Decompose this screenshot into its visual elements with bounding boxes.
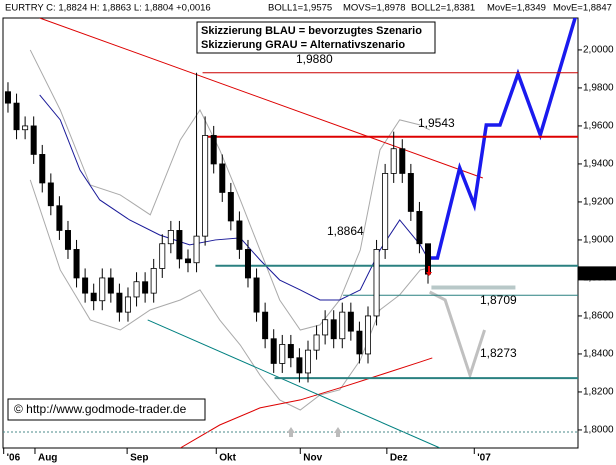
- candle-body: [356, 330, 363, 355]
- price-tag: [578, 266, 616, 281]
- level-label: 1,8864: [327, 224, 364, 238]
- candle-body: [116, 292, 123, 313]
- candle-body: [244, 249, 251, 279]
- candle-body: [219, 163, 226, 193]
- copyright: © http://www.godmode-trader.de: [14, 402, 187, 416]
- candle-body: [296, 357, 303, 374]
- candle-body: [339, 311, 346, 340]
- x-tick-label: Nov: [303, 453, 322, 464]
- candle-body: [99, 277, 106, 302]
- header-text: BOLL2=1,8381: [411, 3, 475, 14]
- header-text: EURTRY C: 1,8824 H: 1,8863 L: 1,8804 +0,…: [5, 3, 211, 14]
- y-tick-label: 1,9400: [583, 159, 614, 170]
- candle-body: [382, 173, 389, 250]
- y-tick-label: 1,8000: [583, 425, 614, 436]
- series-line: [429, 290, 486, 380]
- candle-body: [56, 205, 63, 231]
- candle-body: [47, 182, 54, 207]
- y-tick-label: 1,9000: [583, 235, 614, 246]
- series-line: [147, 319, 441, 448]
- candle-body: [30, 125, 37, 155]
- candle-body: [133, 281, 140, 298]
- candle-body: [347, 311, 354, 332]
- y-tick-label: 1,9800: [583, 83, 614, 94]
- x-tick-label: Okt: [219, 453, 236, 464]
- y-tick-label: 1,8200: [583, 387, 614, 398]
- candle-body: [4, 91, 11, 104]
- y-tick-label: 1,8600: [583, 311, 614, 322]
- series-line: [180, 357, 433, 448]
- series-line: [39, 94, 431, 301]
- candle-body: [210, 135, 217, 165]
- level-label: 1,8273: [480, 346, 517, 360]
- candle-body: [150, 268, 157, 294]
- series-line: [39, 18, 484, 179]
- candle-body: [176, 230, 183, 260]
- x-tick-label: Dez: [390, 453, 408, 464]
- candle-body: [193, 235, 200, 264]
- candle-body: [202, 135, 209, 237]
- candle-body: [22, 125, 29, 131]
- y-tick-label: 1,8400: [583, 349, 614, 360]
- x-tick-label: '06: [7, 453, 21, 464]
- header-text: MovE=1,8847: [553, 3, 612, 14]
- candle-body: [287, 344, 294, 359]
- header-text: MOVS=1,8978: [343, 3, 406, 14]
- candle-body: [330, 319, 337, 340]
- candle-body: [322, 319, 329, 336]
- plot-area: [4, 18, 578, 448]
- y-tick-label: 1,9200: [583, 197, 614, 208]
- candle-body: [227, 192, 234, 222]
- candle-body: [390, 148, 397, 174]
- candle-body: [64, 230, 71, 250]
- y-tick-label: 2,0000: [583, 45, 614, 56]
- candle-body: [313, 334, 320, 351]
- x-tick-label: '07: [477, 453, 491, 464]
- plot-frame: [2, 17, 579, 449]
- candle-body: [159, 243, 166, 269]
- arrow-icon: [287, 427, 295, 437]
- candle-body: [399, 148, 406, 174]
- note-box: [196, 21, 436, 54]
- candle-body: [253, 277, 260, 313]
- y-tick-label: 1,9600: [583, 121, 614, 132]
- copyright-box: [7, 398, 206, 421]
- series-line: [29, 49, 430, 331]
- candle-body: [184, 258, 191, 264]
- candle-body: [107, 277, 114, 294]
- arrow-icon: [334, 427, 342, 437]
- candle-body: [82, 277, 89, 294]
- candle-body: [304, 349, 311, 374]
- series-line: [29, 179, 430, 411]
- candle-body: [373, 249, 380, 317]
- series-line: [427, 18, 577, 260]
- x-tick-label: Sep: [130, 453, 148, 464]
- header-text: BOLL1=1,9575: [268, 3, 332, 14]
- candle-body: [262, 311, 269, 340]
- candle-body: [167, 230, 174, 245]
- candle-body: [13, 102, 20, 131]
- candle-body: [124, 296, 131, 313]
- candle-body: [236, 220, 243, 250]
- note: Skizzierung GRAU = Alternativszenario: [201, 39, 405, 51]
- x-tick-label: Aug: [38, 453, 57, 464]
- candle-body: [142, 281, 149, 294]
- candle-body: [39, 154, 46, 184]
- candle-body: [90, 292, 97, 302]
- note: Skizzierung BLAU = bevorzugtes Szenario: [201, 25, 422, 37]
- level-label: 1,9543: [418, 116, 455, 130]
- candle-body: [73, 249, 80, 279]
- level-label: 1,8709: [480, 293, 517, 307]
- level-label: 1,9880: [296, 52, 333, 66]
- candle-body: [270, 338, 277, 364]
- candle-body: [279, 344, 286, 364]
- candle-body: [407, 173, 414, 212]
- header-text: MovE=1,8349: [487, 3, 546, 14]
- arrow-icon: [426, 266, 432, 276]
- price-tag-label: 1,8824: [581, 268, 612, 279]
- candle-body: [416, 211, 423, 245]
- candle-body: [364, 315, 371, 355]
